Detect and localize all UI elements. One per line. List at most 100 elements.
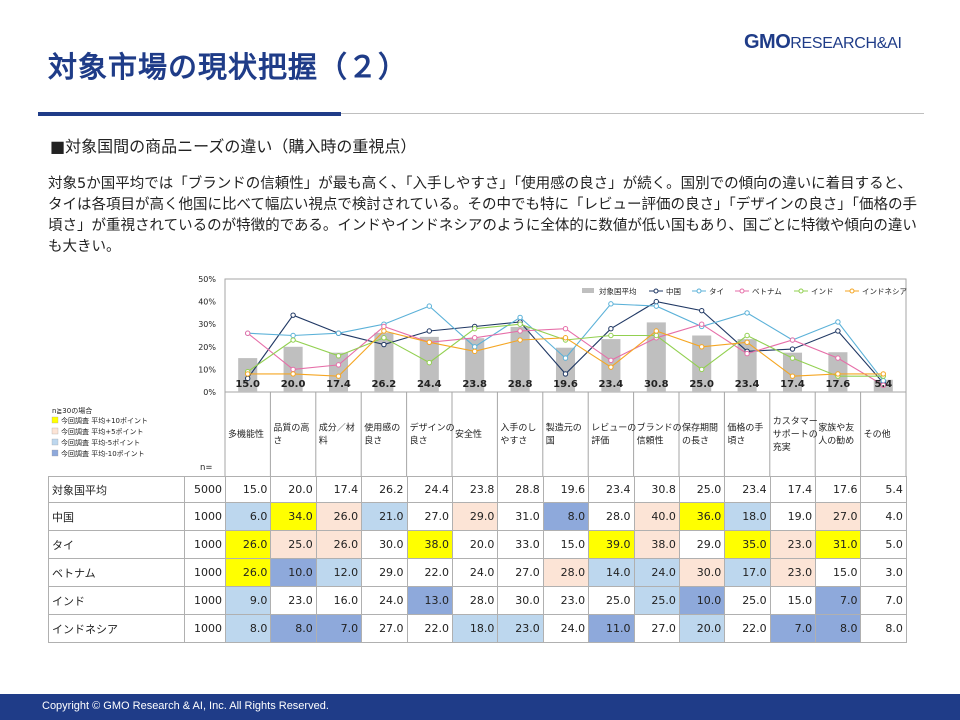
table-cell: 29.0: [451, 502, 499, 531]
point-3-10: [699, 366, 705, 373]
point-3-1: [290, 337, 296, 343]
bar-data-label: 30.8: [644, 379, 669, 390]
category-label: 安全性: [455, 428, 482, 440]
table-cell: 23.8: [451, 476, 499, 503]
table-cell: 28.0: [542, 558, 590, 587]
bar-2: [328, 352, 349, 392]
header-divider: [38, 113, 924, 114]
row-sample-size: 1000: [184, 558, 226, 587]
point-1-5: [472, 344, 478, 350]
legend-swatch-marker: [739, 288, 745, 294]
footer-bar: Copyright © GMO Research & AI, Inc. All …: [0, 694, 960, 720]
category-label: 料: [319, 435, 328, 447]
color-legend-label: 今回調査 平均-5ポイント: [61, 438, 140, 447]
table-cell: 22.0: [724, 614, 771, 643]
table-cell: 24.0: [361, 586, 408, 615]
table-cell: 25.0: [724, 586, 771, 615]
bar-data-label: 20.0: [281, 379, 306, 390]
table-cell: 26.0: [315, 502, 363, 531]
table-cell: 22.0: [406, 614, 453, 643]
point-1-1: [290, 332, 296, 339]
section-subheading: ■対象国間の商品ニーズの違い（購入時の重視点）: [50, 137, 417, 156]
row-sample-size: 5000: [184, 476, 226, 503]
table-cell: 28.0: [588, 502, 635, 531]
table-cell: 31.0: [815, 530, 862, 559]
category-label: ブランドの: [637, 422, 682, 434]
category-label: 品質の高: [273, 422, 309, 434]
table-cell: 15.0: [542, 530, 590, 559]
point-4-2: [335, 373, 342, 379]
table-cell: 27.0: [406, 502, 453, 531]
point-3-9: [653, 332, 659, 339]
point-2-0: [245, 330, 251, 336]
point-4-9: [653, 328, 659, 334]
table-row: 対象国平均 5000 15.0 20.0 17.4 26.2 24.4 23.8 28.8 19.…: [48, 476, 907, 503]
country-data-table: 対象国平均 5000 15.0 20.0 17.4 26.2 24.4 23.8 28.8 19.…: [48, 476, 907, 643]
table-cell: 7.0: [769, 614, 817, 643]
bar-5: [465, 338, 485, 392]
bar-data-label: 17.6: [826, 379, 851, 390]
row-label: インド: [48, 586, 185, 615]
legend-label: 対象国平均: [599, 286, 637, 296]
y-tick-label: 40%: [198, 298, 216, 307]
point-4-14: [880, 371, 886, 377]
color-legend-label: 今回調査 平均+5ポイント: [61, 427, 144, 436]
importance-chart: 0% 10% 20% 30% 40% 50% 15.0 20.0 17.4 26.2 24.4 23.…: [51, 275, 907, 476]
category-label: 家族や友: [818, 422, 854, 434]
table-cell: 26.0: [224, 530, 272, 559]
table-cell: 28.8: [497, 476, 544, 503]
row-label: 対象国平均: [48, 476, 185, 503]
table-cell: 23.0: [270, 586, 317, 615]
table-cell: 21.0: [361, 502, 408, 531]
table-cell: 17.4: [315, 476, 363, 503]
table-cell: 28.0: [451, 586, 499, 615]
category-label: カスタマー: [773, 416, 818, 427]
point-4-12: [789, 373, 796, 379]
bar-data-label: 17.4: [780, 379, 805, 390]
table-cell: 13.0: [406, 586, 453, 615]
table-cell: 17.0: [724, 558, 771, 587]
table-cell: 23.0: [497, 614, 544, 643]
table-cell: 5.0: [860, 530, 907, 559]
table-cell: 38.0: [406, 530, 453, 559]
y-tick-label: 20%: [198, 343, 216, 352]
bar-data-label: 15.0: [235, 379, 260, 390]
table-cell: 5.4: [860, 476, 907, 503]
color-legend-title: n≧30の場合: [52, 406, 92, 415]
point-2-2: [335, 362, 342, 368]
point-0-4: [426, 328, 432, 334]
table-cell: 12.0: [315, 558, 363, 587]
table-cell: 10.0: [270, 558, 317, 587]
point-2-3: [381, 323, 387, 330]
category-label: 使用感の: [364, 422, 400, 434]
category-label: サポートの: [773, 429, 818, 440]
table-cell: 23.4: [724, 476, 771, 503]
table-cell: 7.0: [860, 586, 907, 615]
point-2-6: [517, 328, 523, 334]
point-3-5: [472, 326, 478, 332]
category-label: 頃さ: [727, 436, 745, 447]
point-1-7: [562, 355, 569, 361]
point-4-0: [245, 371, 251, 377]
category-label: その他: [864, 428, 891, 440]
table-cell: 16.0: [315, 586, 363, 615]
y-tick-label: 0%: [203, 388, 216, 397]
row-label: インドネシア: [48, 614, 185, 643]
table-cell: 17.4: [769, 476, 817, 503]
bar-6: [510, 326, 530, 392]
table-cell: 8.0: [860, 614, 907, 643]
point-0-1: [290, 312, 296, 318]
bar-data-label: 23.4: [599, 379, 624, 390]
table-cell: 26.0: [224, 558, 272, 587]
category-label: 入手のし: [500, 422, 536, 434]
category-label: 保存期間: [682, 422, 718, 434]
category-label: レビューの: [591, 423, 636, 434]
bar-data-label: 5.4: [874, 379, 892, 390]
table-row: インドネシア 1000 8.0 8.0 7.0 27.0 22.0 18.0 23.0 24.0 1…: [48, 614, 907, 643]
table-cell: 29.0: [678, 530, 726, 559]
point-3-4: [426, 359, 432, 366]
category-label: の長さ: [682, 436, 709, 447]
table-cell: 30.0: [497, 586, 544, 615]
point-0-12: [789, 346, 796, 352]
color-legend-label: 今回調査 平均+10ポイント: [61, 416, 148, 425]
